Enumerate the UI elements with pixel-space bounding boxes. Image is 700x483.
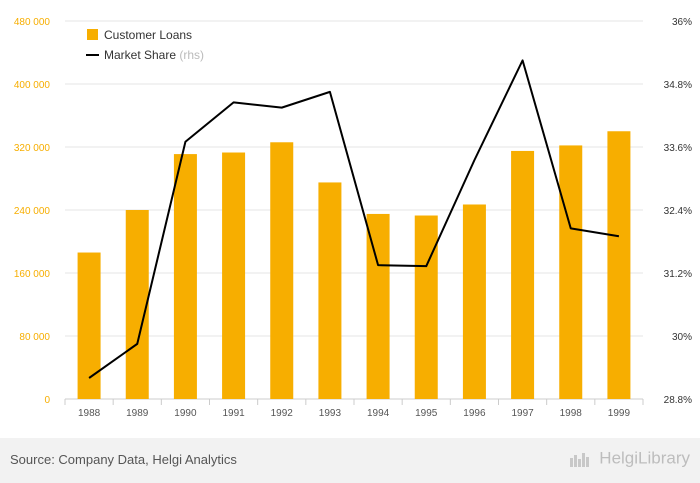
bar-customer-loans bbox=[366, 213, 390, 399]
bar-customer-loans bbox=[222, 152, 246, 399]
bar-customer-loans bbox=[559, 145, 583, 399]
y-left-tick-label: 0 bbox=[44, 395, 50, 406]
x-tick-label: 1989 bbox=[126, 408, 149, 419]
bar-customer-loans bbox=[462, 204, 486, 399]
brand-name: HelgiLibrary bbox=[599, 448, 690, 468]
x-tick-label: 1999 bbox=[608, 408, 631, 419]
combo-chart: 0 80 000 160 000 240 000 320 000 400 000 480 0… bbox=[14, 17, 692, 419]
y-right-tick-label: 36% bbox=[672, 17, 692, 28]
y-left-tick-label: 240 000 bbox=[14, 206, 51, 217]
y-left-tick-label: 400 000 bbox=[14, 80, 51, 91]
legend-label-customer-loans: Customer Loans bbox=[104, 28, 192, 42]
x-tick-label: 1997 bbox=[511, 408, 534, 419]
y-right-tick-label: 31.2% bbox=[664, 269, 692, 280]
y-right-tick-label: 30% bbox=[672, 332, 692, 343]
bar-customer-loans bbox=[414, 215, 438, 399]
y-left-tick-label: 80 000 bbox=[19, 332, 50, 343]
bar-customer-loans bbox=[173, 154, 197, 399]
x-tick-label: 1988 bbox=[78, 408, 101, 419]
y-right-tick-label: 32.4% bbox=[664, 206, 692, 217]
y-left-tick-label: 320 000 bbox=[14, 143, 51, 154]
footer: Source: Company Data, Helgi Analytics He… bbox=[0, 438, 700, 483]
x-tick-label: 1992 bbox=[271, 408, 294, 419]
legend-suffix: (rhs) bbox=[179, 48, 204, 62]
x-tick-label: 1996 bbox=[463, 408, 486, 419]
x-tick-label: 1995 bbox=[415, 408, 438, 419]
bar-customer-loans bbox=[318, 182, 342, 399]
bar-customer-loans bbox=[270, 142, 294, 399]
bar-customer-loans bbox=[607, 131, 631, 399]
legend-label-market-share: Market Share (rhs) bbox=[104, 48, 204, 62]
y-right-tick-label: 34.8% bbox=[664, 80, 692, 91]
line-market-share bbox=[88, 59, 620, 379]
x-tick-label: 1998 bbox=[560, 408, 583, 419]
y-right-tick-label: 33.6% bbox=[664, 143, 692, 154]
x-tick-label: 1990 bbox=[174, 408, 197, 419]
bar-customer-loans bbox=[77, 252, 101, 399]
x-tick-label: 1993 bbox=[319, 408, 342, 419]
y-right-tick-label: 28.8% bbox=[664, 395, 692, 406]
library-icon bbox=[569, 452, 589, 467]
bar-customer-loans bbox=[125, 210, 149, 399]
x-tick-label: 1991 bbox=[222, 408, 245, 419]
y-left-tick-label: 160 000 bbox=[14, 269, 51, 280]
brand-logo: HelgiLibrary bbox=[569, 448, 690, 469]
source-note: Source: Company Data, Helgi Analytics bbox=[10, 452, 237, 467]
x-tick-label: 1994 bbox=[367, 408, 390, 419]
y-left-tick-label: 480 000 bbox=[14, 17, 51, 28]
legend-swatch-customer-loans bbox=[87, 29, 98, 40]
bar-customer-loans bbox=[511, 150, 535, 399]
